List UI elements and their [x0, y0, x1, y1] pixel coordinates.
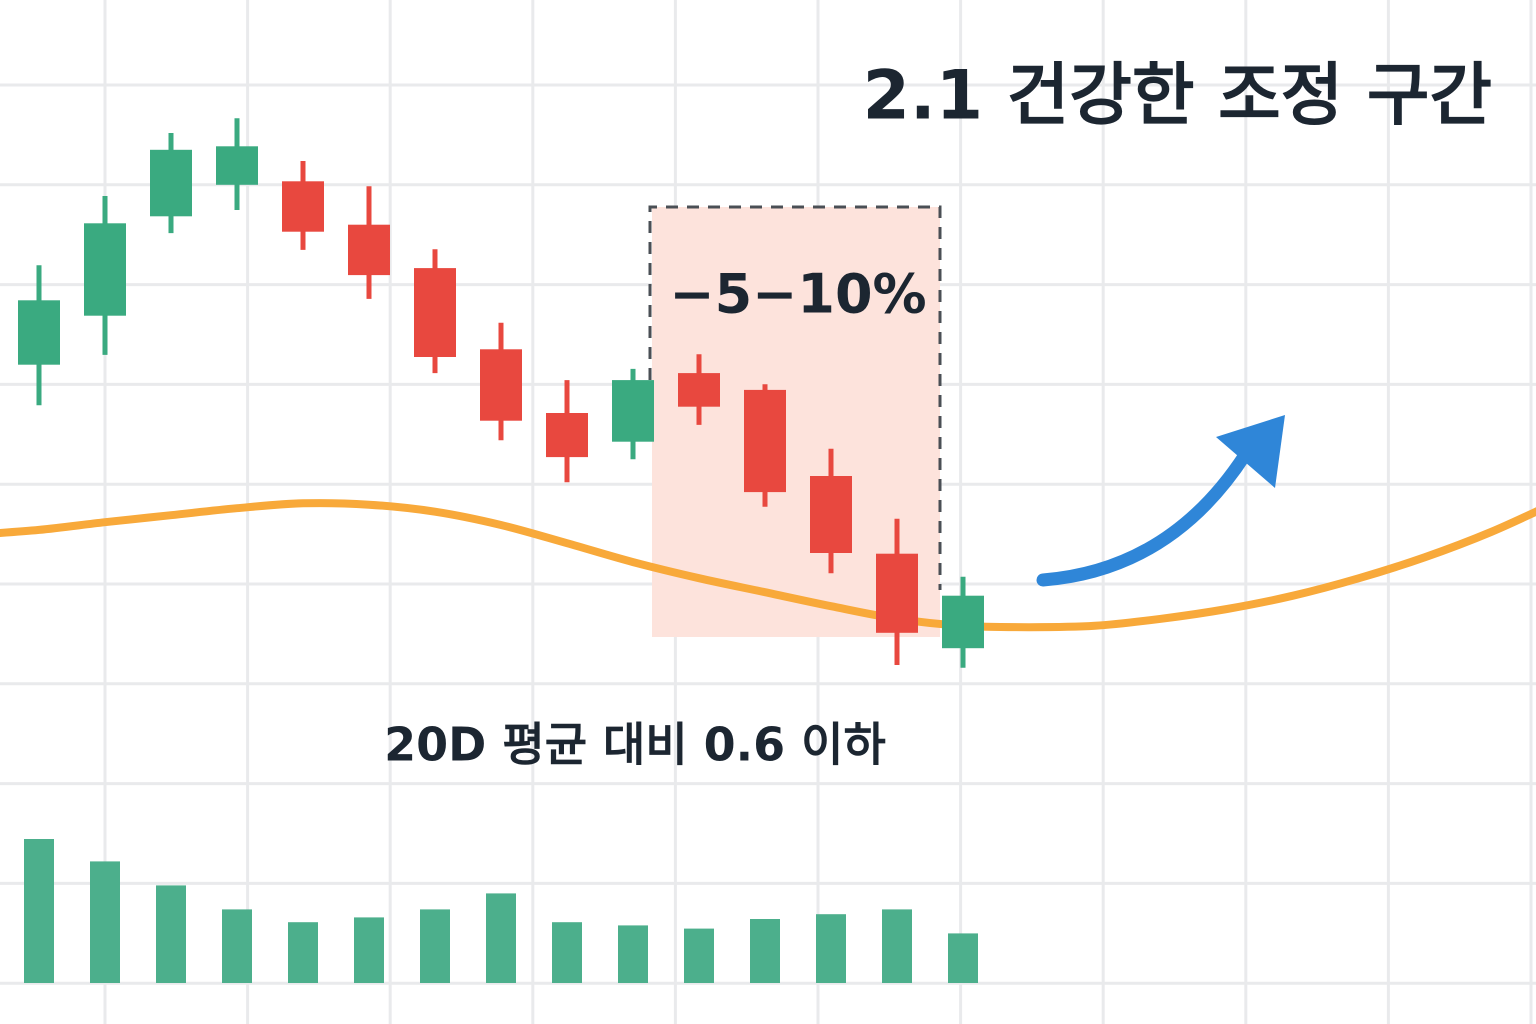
drop-label: −5−10%: [669, 263, 926, 326]
volume-bar: [420, 909, 450, 983]
arrow-shaft: [1036, 448, 1252, 587]
volume-bar: [750, 919, 780, 983]
volume-bar: [618, 925, 648, 983]
candle-body: [546, 413, 588, 458]
candle-body: [282, 181, 324, 232]
volume-bar: [948, 933, 978, 983]
chart-title: 2.1 건강한 조정 구간: [863, 57, 1492, 136]
volume-bar: [816, 914, 846, 983]
zone-border: [648, 205, 942, 590]
plot: [0, 118, 1536, 983]
moving-average-line: [0, 499, 1536, 632]
volume-bar: [288, 922, 318, 983]
candle-body: [18, 300, 60, 365]
candle-body: [216, 146, 258, 185]
volume-bar: [24, 839, 54, 983]
candle-body: [678, 373, 720, 407]
volume-bar: [486, 893, 516, 983]
candle-body: [942, 595, 984, 649]
volume-bar: [156, 885, 186, 983]
candle-body: [348, 224, 390, 276]
candle-body: [84, 223, 126, 316]
volume-bar: [684, 928, 714, 983]
arrow-head: [1216, 415, 1285, 488]
candle-body: [810, 476, 852, 553]
candle-body: [744, 389, 786, 493]
volume-bar: [882, 909, 912, 983]
candle-body: [876, 553, 918, 633]
volume-bar: [222, 909, 252, 983]
volume-bar: [354, 917, 384, 983]
volume-bar: [552, 922, 582, 983]
candle-body: [150, 149, 192, 217]
candle-body: [612, 380, 654, 442]
volume-bar: [90, 861, 120, 983]
candle-body: [414, 268, 456, 357]
volume-note: 20D 평균 대비 0.6 이하: [384, 718, 886, 772]
candle-body: [480, 349, 522, 421]
